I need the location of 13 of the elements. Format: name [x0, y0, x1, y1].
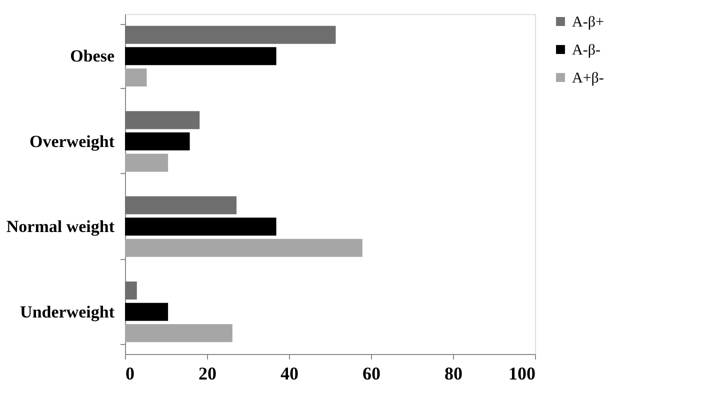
legend-label: A+β- [572, 70, 604, 86]
x-tick-label: 0 [126, 364, 134, 384]
x-tick-label: 80 [444, 364, 462, 384]
x-tick-label: 100 [508, 364, 536, 384]
y-tick-label: Normal weight [6, 217, 115, 236]
legend-label: A-β- [572, 42, 600, 58]
x-tick-label: 60 [362, 364, 380, 384]
y-tick-label: Overweight [30, 132, 115, 151]
x-tick-label: 40 [280, 364, 298, 384]
y-tick-label: Underweight [20, 302, 115, 322]
y-tick-label: Obese [70, 46, 115, 66]
x-tick-label: 20 [198, 364, 216, 384]
legend-label: A-β+ [572, 14, 604, 30]
